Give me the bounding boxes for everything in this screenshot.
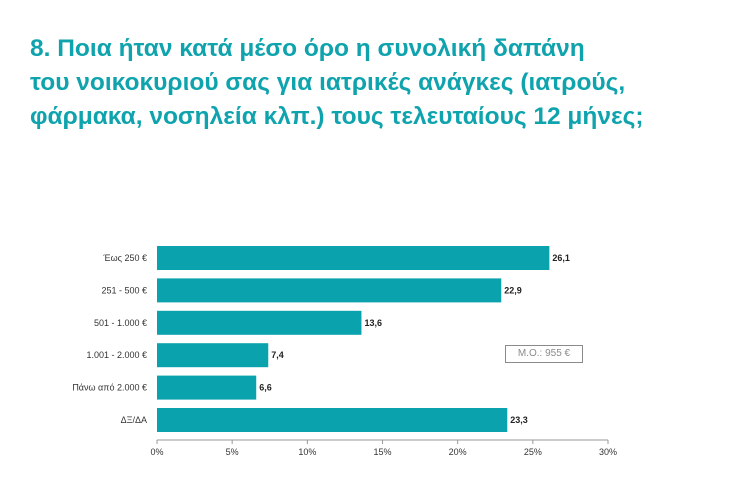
- x-tick-label: 10%: [298, 447, 316, 457]
- bar: [157, 246, 550, 270]
- value-labels: 26,1 22,9 13,6 7,4 6,6 23,3: [259, 253, 570, 425]
- bar: [157, 375, 257, 400]
- category-label: Πάνω από 2.000 €: [72, 383, 147, 393]
- category-label: ΔΞ/ΔΑ: [121, 415, 147, 425]
- category-label: 501 - 1.000 €: [94, 318, 147, 328]
- category-labels: Έως 250 € 251 - 500 € 501 - 1.000 € 1.001 -…: [72, 253, 147, 425]
- data-label: 13,6: [364, 318, 382, 328]
- data-label: 6,6: [259, 383, 272, 393]
- bar: [157, 343, 269, 368]
- x-tick-label: 25%: [524, 447, 542, 457]
- data-label: 22,9: [504, 285, 522, 295]
- page-title: 8. Ποια ήταν κατά μέσο όρο η συνολική δα…: [30, 32, 720, 134]
- x-axis: 0% 5% 10% 15% 20% 25% 30%: [150, 439, 617, 457]
- bar: [157, 310, 362, 335]
- x-tick-label: 20%: [449, 447, 467, 457]
- title-line-3: φάρμακα, νοσηλεία κλπ.) τους τελευταίους…: [30, 103, 644, 130]
- title-line-1: 8. Ποια ήταν κατά μέσο όρο η συνολική δα…: [30, 35, 585, 62]
- data-label: 23,3: [510, 415, 528, 425]
- category-label: Έως 250 €: [103, 253, 147, 263]
- x-tick-label: 0%: [150, 447, 163, 457]
- x-tick-label: 15%: [373, 447, 391, 457]
- average-badge: Μ.Ο.: 955 €: [505, 345, 583, 363]
- x-tick-label: 5%: [226, 447, 239, 457]
- x-tick-label: 30%: [599, 447, 617, 457]
- category-label: 1.001 - 2.000 €: [86, 350, 147, 360]
- title-line-2: του νοικοκυριού σας για ιατρικές ανάγκες…: [30, 69, 626, 96]
- bar: [157, 278, 502, 303]
- data-label: 26,1: [552, 253, 570, 263]
- bars: [157, 246, 550, 432]
- data-label: 7,4: [271, 350, 284, 360]
- bar: [157, 408, 508, 432]
- category-label: 251 - 500 €: [101, 285, 147, 295]
